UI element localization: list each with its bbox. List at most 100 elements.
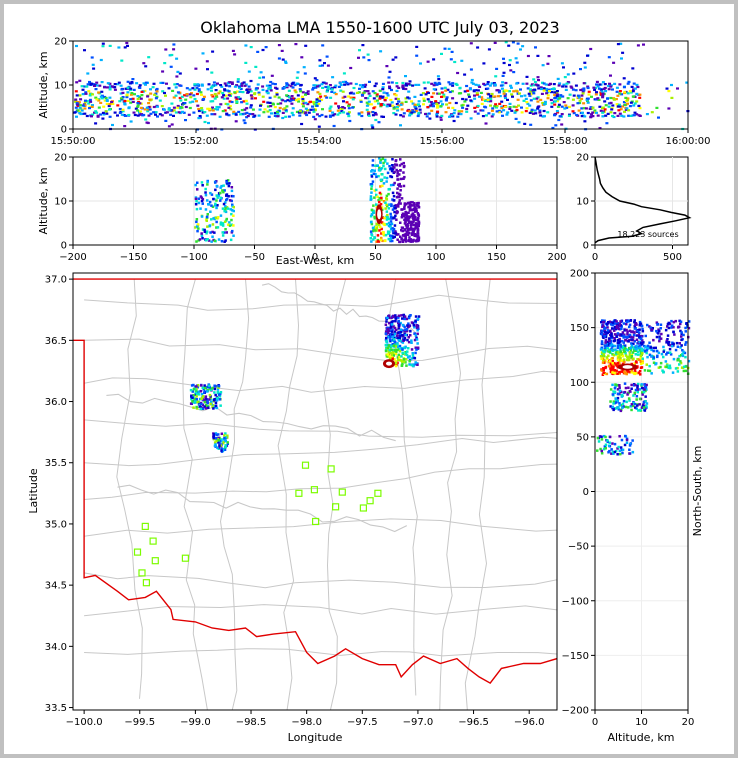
east-west-pixel	[388, 203, 391, 206]
time-height-pixel	[508, 63, 511, 67]
north-south-pixel	[624, 352, 627, 355]
plan-view-pixel	[406, 350, 409, 353]
histogram-y-tick-label: 0	[583, 241, 589, 252]
time-height-pixel	[113, 88, 117, 91]
time-height-pixel	[258, 76, 262, 79]
time-height-pixel	[505, 113, 509, 116]
east-west-pixel	[396, 178, 399, 181]
north-south-pixel	[648, 369, 652, 373]
east-west-pixel	[203, 230, 207, 233]
plan-view-pixel	[216, 388, 220, 391]
east-west-pixel	[398, 195, 401, 199]
east-west-pixel	[195, 225, 199, 228]
time-height-pixel	[531, 112, 535, 115]
time-height-pixel	[235, 84, 239, 87]
plan-view-pixel	[396, 358, 400, 362]
time-height-pixel	[502, 109, 506, 112]
station-marker	[301, 461, 310, 469]
north-south-pixel	[610, 452, 613, 455]
time-height-pixel	[429, 101, 433, 104]
time-height-pixel	[385, 92, 389, 95]
time-height-pixel	[105, 98, 109, 102]
east-west-pixel	[206, 180, 209, 184]
time-height-pixel	[348, 92, 352, 95]
time-height-pixel	[156, 115, 159, 118]
east-west-pixel	[386, 216, 389, 219]
plan-view-pixel	[406, 324, 409, 327]
east-west-pixel	[396, 174, 399, 178]
plan-view-pixel	[407, 340, 411, 344]
time-height-pixel	[633, 111, 637, 114]
plan-view-pixel	[395, 336, 398, 339]
east-west-pixel	[380, 206, 384, 209]
time-height-pixel	[560, 123, 564, 126]
longitude-tick-label: −96.5	[458, 717, 489, 728]
time-height-pixel	[245, 111, 249, 114]
time-height-pixel	[95, 84, 99, 87]
time-height-pixel	[291, 114, 295, 117]
time-height-pixel	[312, 101, 316, 104]
time-height-pixel	[83, 104, 87, 107]
time-height-pixel	[333, 86, 337, 89]
time-height-pixel	[85, 100, 89, 103]
north-south-pixel	[671, 371, 675, 374]
time-height-pixel	[582, 89, 586, 92]
time-height-pixel	[276, 115, 280, 118]
time-height-pixel	[502, 57, 505, 60]
time-height-pixel	[261, 48, 265, 52]
plan-view-pixel	[410, 348, 414, 351]
east-west-pixel	[230, 189, 234, 193]
east-west-pixel	[383, 160, 387, 163]
time-height-pixel	[385, 105, 389, 108]
north-south-pixel	[622, 360, 626, 364]
time-height-pixel	[570, 86, 574, 89]
time-height-pixel	[525, 101, 529, 104]
time-height-pixel	[477, 84, 481, 87]
east-west-pixel	[385, 197, 388, 200]
time-height-pixel	[436, 75, 440, 78]
time-height-pixel	[180, 95, 184, 98]
east-west-pixel	[387, 192, 390, 196]
north-south-pixel	[661, 369, 664, 372]
time-height-pixel	[616, 43, 620, 46]
east-west-pixel	[225, 206, 229, 209]
time-height-pixel	[209, 100, 213, 103]
time-height-pixel	[169, 65, 173, 68]
north-south-pixel	[635, 361, 638, 364]
north-south-y-tick-label: 100	[570, 378, 589, 389]
east-west-pixel	[400, 216, 404, 219]
time-height-pixel	[197, 90, 201, 93]
time-height-pixel	[288, 96, 291, 99]
histogram-x-tick-label: 0	[592, 252, 598, 263]
time-height-pixel	[234, 99, 238, 102]
time-height-pixel	[399, 114, 403, 117]
north-south-pixel	[638, 397, 642, 401]
time-height-pixel	[290, 95, 294, 98]
time-height-pixel	[623, 91, 627, 94]
time-height-pixel	[269, 105, 273, 108]
plan-view-pixel	[216, 396, 219, 400]
east-west-pixel	[415, 222, 418, 225]
time-height-pixel	[371, 126, 375, 129]
time-height-pixel	[349, 66, 353, 70]
time-height-pixel	[164, 94, 167, 97]
time-height-pixel	[618, 112, 622, 115]
time-height-pixel	[397, 104, 401, 107]
north-south-pixel	[611, 360, 614, 363]
time-height-pixel	[284, 61, 288, 64]
east-west-pixel	[205, 232, 208, 235]
east-west-pixel	[204, 239, 208, 242]
plan-view-pixel	[386, 336, 390, 339]
plan-view-pixel	[400, 346, 403, 350]
time-height-pixel	[488, 84, 492, 87]
plan-view-pixel	[226, 436, 229, 439]
plan-view-pixel	[195, 385, 198, 388]
time-height-pixel	[546, 94, 550, 97]
time-height-pixel	[108, 44, 112, 47]
time-height-pixel	[396, 109, 400, 112]
time-height-pixel	[94, 96, 98, 99]
north-south-pixel	[600, 452, 604, 455]
time-height-pixel	[315, 101, 319, 104]
east-west-pixel	[212, 197, 215, 201]
time-height-pixel	[357, 56, 360, 59]
